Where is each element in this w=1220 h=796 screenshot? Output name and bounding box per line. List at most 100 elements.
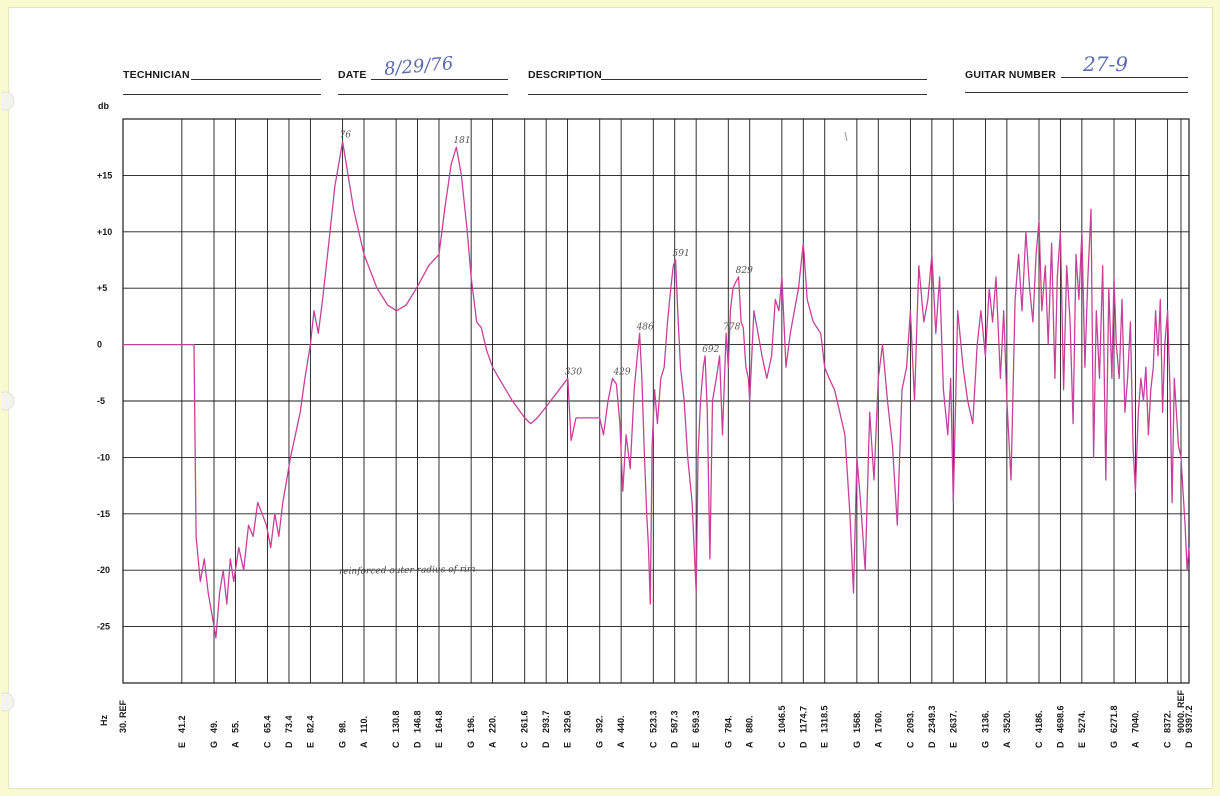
x-tick-frequency-label: 293.7 [541,710,551,733]
x-tick-frequency-label: 7040. [1130,710,1140,733]
x-tick-frequency-label: 220. [488,715,498,733]
x-tick-note-label: D [927,741,937,748]
handwritten-note: reinforced outer radius of rim [339,565,476,577]
x-tick-frequency-label: 9397.2 [1184,705,1194,733]
x-tick-note-label: G [852,741,862,748]
x-tick-note-label: C [1034,741,1044,748]
date-line-2 [338,94,508,95]
header-fields: TECHNICIAN DATE 8/29/76 DESCRIPTION GUIT… [9,8,1212,108]
x-tick-note-label: D [413,741,423,748]
peak-annotation: 778 [723,322,740,332]
x-tick-frequency-label: 49. [209,720,219,733]
binder-hole [1,692,15,712]
x-tick-frequency-label: 5274. [1077,710,1087,733]
y-tick-labels: +15 +10 +5 0 -5 -10 -15 -20 -25 [97,170,112,631]
x-tick-note-label: A [488,741,498,748]
y-tick-label: -25 [97,622,110,632]
x-tick-labels: 30. REF 41.2 E 49. G 55. A 65.4 C 73.4 D 82.4 E 98. G 1… [118,689,1194,748]
technician-label: TECHNICIAN [123,69,190,81]
x-tick-note-label: A [745,741,755,748]
x-tick-frequency-label: 130.8 [391,710,401,733]
x-tick-frequency-label: 784. [723,715,733,733]
x-tick-frequency-label: 6271.8 [1109,705,1119,733]
x-tick-frequency-label: 1568. [852,710,862,733]
x-tick-frequency-label: 659.3 [691,710,701,733]
x-tick-note-label: E [563,742,573,748]
y-tick-label: +5 [97,283,107,293]
y-tick-label: +15 [97,170,112,180]
peak-annotation: 591 [673,249,690,259]
x-tick-note-label: D [798,741,808,748]
x-tick-frequency-label: 2637. [948,710,958,733]
x-tick-note-label: E [820,742,830,748]
x-tick-frequency-label: 329.6 [563,710,573,733]
x-tick-frequency-label: 73.4 [284,715,294,733]
y-tick-label: -5 [97,396,105,406]
x-tick-frequency-label: 261.6 [520,710,530,733]
x-tick-note-label: E [1077,742,1087,748]
x-tick-frequency-label: 110. [359,716,369,733]
x-tick-frequency-label: 3520. [1002,710,1012,733]
x-tick-frequency-label: 196. [466,715,476,733]
x-tick-note-label: G [723,741,733,748]
stray-mark [844,131,848,142]
peak-annotation: 181 [453,136,470,146]
x-tick-note-label: E [434,742,444,748]
x-tick-frequency-label: 1760. [873,710,883,733]
response-trace [123,140,1190,639]
x-tick-note-label: C [777,741,787,748]
guitar-number-label: GUITAR NUMBER [965,69,1057,81]
x-tick-note-label: G [338,741,348,748]
x-tick-frequency-label: 587.3 [670,710,680,733]
x-tick-note-label: G [980,741,990,748]
x-tick-frequency-label: 4698.6 [1055,705,1065,733]
guitar-number-line-2 [965,92,1188,93]
x-tick-frequency-label: 9000. REF [1176,689,1186,733]
x-tick-note-label: D [284,741,294,748]
x-tick-frequency-label: 880. [745,715,755,733]
response-series-line [123,140,1190,639]
x-tick-frequency-label: 8372. [1163,710,1173,733]
x-tick-note-label: G [466,741,476,748]
guitar-number-line [1061,77,1188,78]
technician-line-2 [123,94,321,95]
x-tick-note-label: C [905,741,915,748]
peak-annotation: 692 [702,345,719,355]
y-tick-label: -10 [97,452,110,462]
x-tick-note-label: E [177,742,187,748]
x-tick-note-label: D [670,741,680,748]
binder-hole [1,391,15,411]
x-tick-frequency-label: 523.3 [648,710,658,733]
x-tick-frequency-label: 146.8 [413,710,423,733]
x-tick-note-label: G [1109,741,1119,748]
x-tick-note-label: D [541,741,551,748]
y-axis-label: db [98,101,109,111]
y-tick-label: -20 [97,565,110,575]
x-tick-frequency-label: 392. [595,715,605,733]
peak-annotations: 76 181 330 429 486 591 692 778 829 [340,131,754,378]
x-tick-frequency-label: 2349.3 [927,705,937,733]
x-tick-frequency-label: 440. [616,715,626,733]
x-tick-frequency-label: 30. REF [118,699,128,733]
peak-annotation: 829 [736,266,753,276]
x-tick-note-label: E [948,742,958,748]
x-tick-frequency-label: 1046.5 [777,705,787,733]
x-tick-frequency-label: 1174.7 [798,706,808,733]
y-tick-label: +10 [97,227,112,237]
x-tick-note-label: C [1163,741,1173,748]
x-tick-frequency-label: 82.4 [305,715,315,733]
y-tick-label: 0 [97,340,102,350]
test-sheet: TECHNICIAN DATE 8/29/76 DESCRIPTION GUIT… [1,7,1213,789]
peak-annotation: 429 [612,367,630,377]
x-axis-label: Hz [99,715,109,726]
peak-annotation: 76 [340,131,352,141]
x-tick-note-label: G [595,741,605,748]
x-tick-frequency-label: 4186. [1034,710,1044,733]
x-tick-note-label: D [1184,741,1194,748]
description-label: DESCRIPTION [528,69,602,81]
description-line-2 [528,94,927,95]
x-tick-note-label: A [616,741,626,748]
guitar-number-value: 27-9 [1083,52,1128,76]
date-label: DATE [338,69,367,81]
x-tick-frequency-label: 98. [338,720,348,733]
